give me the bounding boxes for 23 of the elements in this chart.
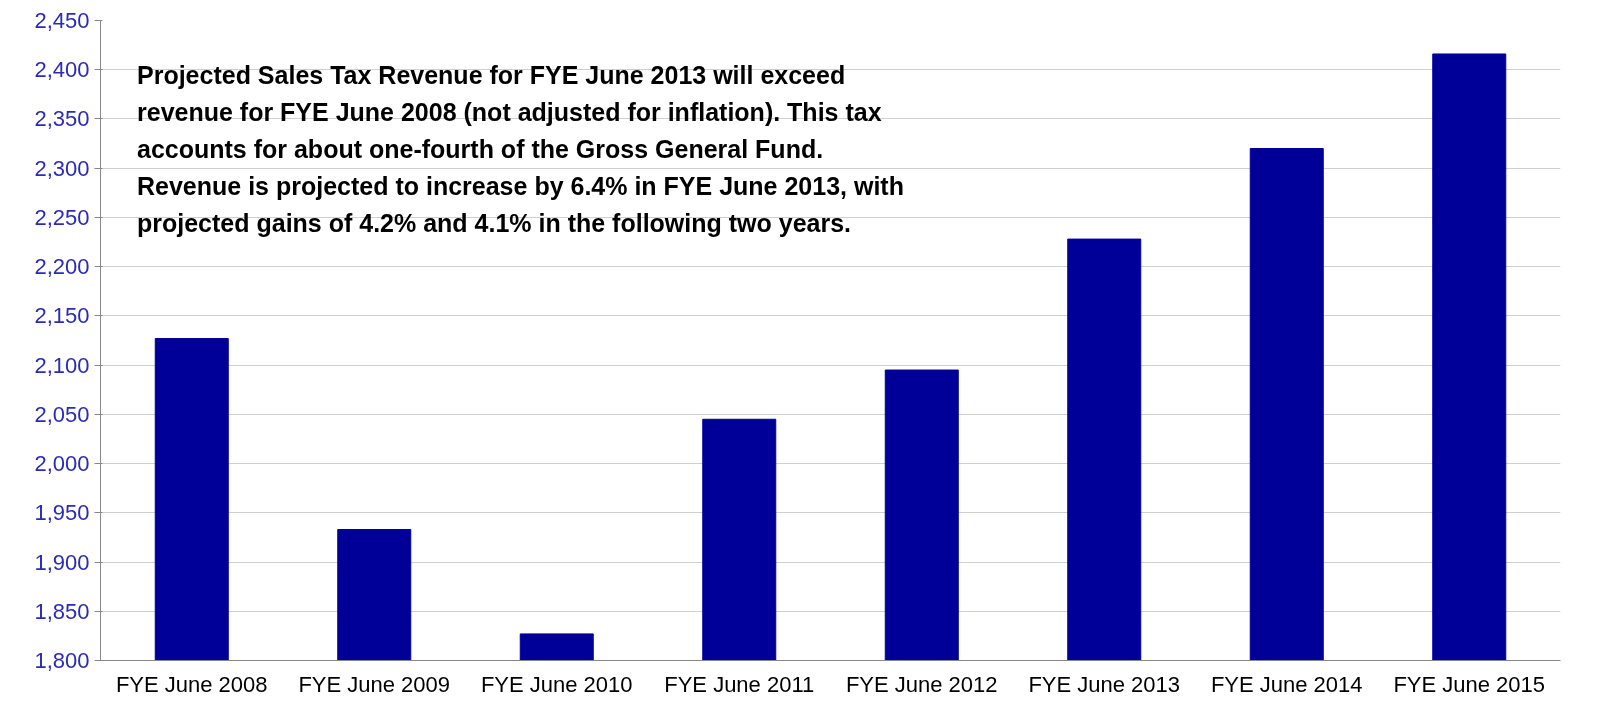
x-tick-label: FYE June 2008 [115, 671, 268, 697]
y-tick-label: 1,900 [34, 549, 90, 575]
y-tick-label: 2,350 [34, 106, 90, 132]
y-tick-label: 2,000 [34, 451, 90, 477]
x-tick-label: FYE June 2010 [480, 671, 633, 697]
y-tick-label: 1,800 [34, 648, 90, 673]
x-tick-label: FYE June 2013 [1028, 671, 1181, 697]
annotation: Projected Sales Tax Revenue for FYE June 2013 will exceed revenue for FYE June 2008 (not adjusted for inflation). This tax accounts for about one-fourth of the Gross General Fund. Revenue is projected to increase by 6.4% in FYE June 2013, with projected gains of 4.2% and 4.1% in the following two years. [137, 60, 904, 237]
x-tick-label: FYE June 2015 [1393, 671, 1546, 697]
x-tick-label: FYE June 2012 [845, 671, 998, 697]
y-tick-label: 2,250 [34, 204, 90, 230]
y-tick-label: 2,200 [34, 254, 90, 280]
y-tick-label: 1,850 [34, 598, 90, 624]
y-tick-label: 2,150 [34, 303, 90, 329]
y-tick-label: 2,050 [34, 401, 90, 427]
y-tick-label: 2,300 [34, 155, 90, 181]
y-tick-label: 2,450 [34, 8, 90, 33]
y-tick-label: 2,400 [34, 57, 90, 83]
y-tick-label: 1,950 [34, 500, 90, 526]
x-tick-label: FYE June 2014 [1210, 671, 1363, 697]
x-tick-label: FYE June 2011 [664, 671, 815, 697]
x-tick-label: FYE June 2009 [298, 671, 451, 697]
y-tick-label: 2,100 [34, 352, 90, 378]
